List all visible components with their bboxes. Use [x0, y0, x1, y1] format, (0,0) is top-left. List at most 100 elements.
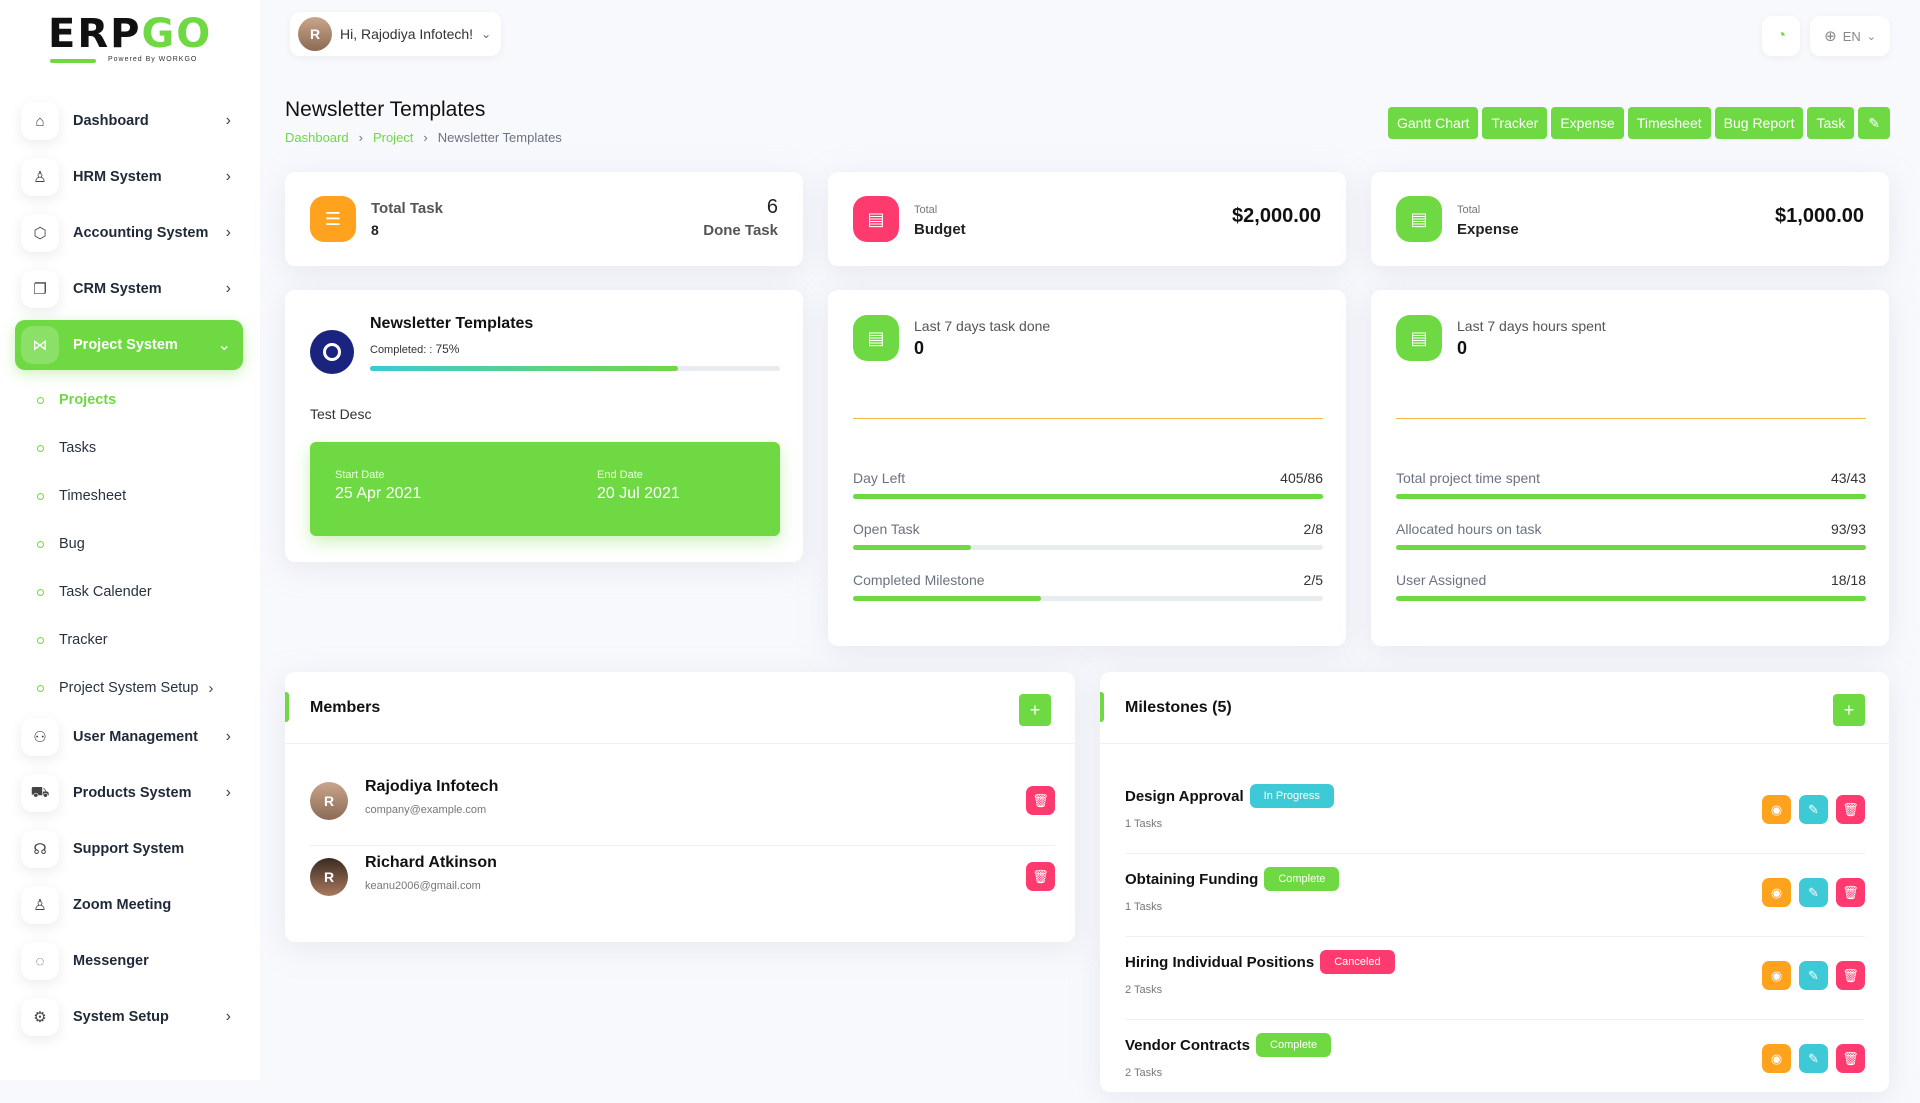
member-row: R Rajodiya Infotech company@example.com … — [310, 772, 1055, 846]
sidebar-item-accounting[interactable]: ⬡ Accounting System › — [15, 208, 243, 258]
trash-icon: 🗑 — [1842, 967, 1859, 983]
pencil-icon: ✎ — [1808, 884, 1819, 900]
delete-member-button[interactable]: 🗑 — [1026, 862, 1055, 891]
submenu-item-timesheet[interactable]: Timesheet — [37, 472, 243, 520]
view-milestone-button[interactable]: ◉ — [1762, 961, 1791, 990]
bullet-icon — [37, 636, 44, 644]
sidebar-item-system-setup[interactable]: ⚙ System Setup › — [15, 992, 243, 1042]
milestone-title-line: Vendor Contracts Complete — [1125, 1033, 1332, 1057]
total-task-card: ☰ Total Task 8 6 Done Task — [285, 172, 803, 266]
hours-spent-title: Last 7 days hours spent — [1457, 318, 1606, 334]
sidebar-item-dashboard[interactable]: ⌂ Dashboard › — [15, 96, 243, 146]
milestone-name[interactable]: Hiring Individual Positions — [1125, 953, 1315, 971]
edit-milestone-button[interactable]: ✎ — [1799, 1044, 1828, 1073]
clipboard-icon: ▤ — [853, 196, 899, 242]
progress-row: Allocated hours on task 93/93 — [1396, 521, 1866, 550]
add-member-button[interactable]: + — [1019, 694, 1051, 726]
user-menu-button[interactable]: R Hi, Rajodiya Infotech! ⌄ — [290, 12, 502, 56]
edit-milestone-button[interactable]: ✎ — [1799, 878, 1828, 907]
trash-icon: 🗑 — [1842, 801, 1859, 817]
expense-button[interactable]: Expense — [1551, 107, 1624, 139]
gantt-chart-button[interactable]: Gantt Chart — [1388, 107, 1479, 139]
milestone-title-line: Hiring Individual Positions Canceled — [1125, 950, 1395, 974]
row-progress-bar — [853, 494, 1323, 499]
delete-milestone-button[interactable]: 🗑 — [1836, 795, 1865, 824]
submenu-item-tasks[interactable]: Tasks — [37, 424, 243, 472]
sidebar-item-label: Products System — [73, 785, 192, 801]
submenu-item-tracker[interactable]: Tracker — [37, 616, 243, 664]
milestone-name[interactable]: Vendor Contracts — [1125, 1036, 1251, 1054]
submenu-item-projects[interactable]: Projects — [37, 376, 243, 424]
chart-line — [1396, 418, 1866, 419]
view-milestone-button[interactable]: ◉ — [1762, 878, 1791, 907]
hours-spent-card: ▤ Last 7 days hours spent 0 Total projec… — [1371, 290, 1889, 646]
milestone-status-badge: Complete — [1256, 1033, 1332, 1057]
sidebar-item-hrm[interactable]: ♙ HRM System › — [15, 152, 243, 202]
home-icon: ⌂ — [21, 102, 59, 140]
eye-icon: ◉ — [1770, 884, 1783, 900]
sidebar-item-project-system[interactable]: ⋈ Project System ⌄ — [15, 320, 243, 370]
sidebar-item-support[interactable]: ☊ Support System — [15, 824, 243, 874]
edit-project-button[interactable]: ✎ — [1858, 107, 1890, 139]
submenu-item-project-system-setup[interactable]: Project System Setup › — [37, 664, 243, 712]
task-button[interactable]: Task — [1807, 107, 1855, 139]
user-check-icon: ♙ — [21, 886, 59, 924]
chevron-right-icon: › — [358, 130, 363, 145]
breadcrumb-project[interactable]: Project — [372, 130, 414, 145]
bug-report-button[interactable]: Bug Report — [1714, 107, 1804, 139]
trash-icon: 🗑 — [1032, 868, 1049, 884]
members-header: Members + — [285, 672, 1075, 744]
start-date-value: 25 Apr 2021 — [335, 485, 422, 502]
delete-member-button[interactable]: 🗑 — [1026, 786, 1055, 815]
language-button[interactable]: ⊕ EN ⌄ — [1810, 16, 1890, 56]
add-milestone-button[interactable]: + — [1833, 694, 1865, 726]
sidebar-item-user-management[interactable]: ⚇ User Management › — [15, 712, 243, 762]
task-done-value: 0 — [914, 338, 925, 358]
milestones-title: Milestones (5) — [1125, 698, 1232, 716]
breadcrumb-current: Newsletter Templates — [437, 130, 562, 145]
milestone-name[interactable]: Design Approval — [1125, 787, 1244, 805]
submenu-label: Projects — [59, 392, 117, 408]
tracker-button[interactable]: Tracker — [1482, 107, 1548, 139]
breadcrumb-dashboard[interactable]: Dashboard — [285, 130, 349, 145]
edit-milestone-button[interactable]: ✎ — [1799, 961, 1828, 990]
edit-milestone-button[interactable]: ✎ — [1799, 795, 1828, 824]
sidebar-nav: ⌂ Dashboard › ♙ HRM System › ⬡ Accountin… — [15, 96, 243, 1048]
milestone-task-count: 2 Tasks — [1125, 984, 1163, 996]
delete-milestone-button[interactable]: 🗑 — [1836, 878, 1865, 907]
row-progress-bar — [1396, 545, 1866, 550]
view-milestone-button[interactable]: ◉ — [1762, 795, 1791, 824]
view-milestone-button[interactable]: ◉ — [1762, 1044, 1791, 1073]
trash-icon: 🗑 — [1842, 1050, 1859, 1066]
logo[interactable]: ERPGO Powered By WORKGO — [48, 14, 218, 66]
chevron-right-icon: › — [423, 130, 428, 145]
expense-label: Expense — [1457, 221, 1519, 238]
sidebar: ERPGO Powered By WORKGO ⌂ Dashboard › ♙ … — [0, 0, 260, 1080]
delete-milestone-button[interactable]: 🗑 — [1836, 1044, 1865, 1073]
submenu-label: Task Calender — [59, 584, 152, 600]
submenu-label: Project System Setup — [59, 680, 199, 696]
share-icon: ⋈ — [21, 326, 59, 364]
milestone-name[interactable]: Obtaining Funding — [1125, 870, 1259, 888]
timesheet-button[interactable]: Timesheet — [1627, 107, 1711, 139]
submenu-label: Tasks — [59, 440, 97, 456]
submenu-item-bug[interactable]: Bug — [37, 520, 243, 568]
project-progress-bar — [370, 366, 780, 371]
sidebar-item-crm[interactable]: ❐ CRM System › — [15, 264, 243, 314]
sidebar-item-products[interactable]: ⛟ Products System › — [15, 768, 243, 818]
bullet-icon — [37, 396, 44, 404]
submenu-label: Tracker — [59, 632, 108, 648]
submenu-item-task-calender[interactable]: Task Calender — [37, 568, 243, 616]
avatar: R — [310, 782, 348, 820]
page-title: Newsletter Templates — [285, 98, 486, 121]
sidebar-item-messenger[interactable]: ◌ Messenger — [15, 936, 243, 986]
chevron-down-icon: ⌄ — [1866, 30, 1876, 43]
milestone-actions: ◉ ✎ 🗑 — [1762, 878, 1865, 907]
project-completion: Completed: : 75% — [370, 342, 459, 356]
row-label: Day Left — [853, 470, 906, 486]
delete-milestone-button[interactable]: 🗑 — [1836, 961, 1865, 990]
chevron-down-icon: ⌄ — [481, 27, 492, 41]
sidebar-item-zoom[interactable]: ♙ Zoom Meeting — [15, 880, 243, 930]
end-date-label: End Date — [597, 469, 643, 481]
chat-button[interactable]: ◔ — [1762, 16, 1801, 56]
